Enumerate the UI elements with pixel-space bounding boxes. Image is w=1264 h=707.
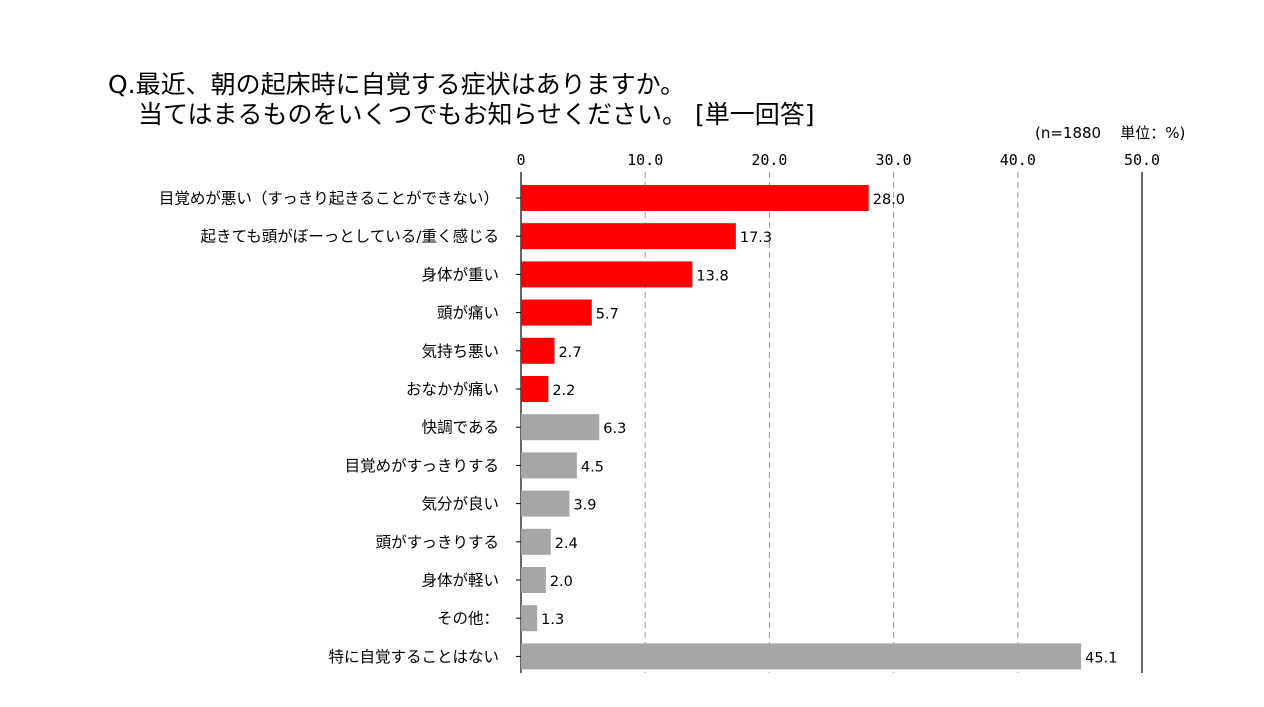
value-label-8: 3.9 xyxy=(573,498,596,514)
value-label-11: 1.3 xyxy=(541,612,564,628)
category-label-10: 身体が軽い xyxy=(421,572,499,590)
bar-6 xyxy=(521,414,600,441)
bar-5 xyxy=(521,376,549,402)
bar-7 xyxy=(521,452,577,479)
x-tick-label-0: 0 xyxy=(516,151,525,169)
bar-4 xyxy=(521,337,555,364)
unit-note: 単位：%) xyxy=(1120,124,1186,142)
value-label-10: 2.0 xyxy=(550,574,573,590)
value-label-12: 45.1 xyxy=(1085,650,1117,666)
sample-size-note: (n=1880 xyxy=(1035,124,1102,142)
category-label-4: 気持ち悪い xyxy=(421,342,499,360)
value-label-7: 4.5 xyxy=(581,459,604,475)
category-label-5: おなかが痛い xyxy=(406,381,499,399)
value-label-3: 5.7 xyxy=(596,307,619,323)
x-tick-label-4: 40.0 xyxy=(1000,151,1036,169)
x-tick-label-5: 50.0 xyxy=(1124,151,1160,169)
category-label-1: 起きても頭がぼーっとしている/重く感じる xyxy=(201,228,499,246)
value-label-4: 2.7 xyxy=(559,345,582,361)
value-label-6: 6.3 xyxy=(603,421,626,437)
x-tick-label-2: 20.0 xyxy=(751,151,787,169)
x-tick-label-3: 30.0 xyxy=(876,151,912,169)
chart-title-line2: 当てはまるものをいくつでもお知らせください。 [単一回答] xyxy=(138,100,815,129)
category-label-9: 頭がすっきりする xyxy=(376,533,499,551)
category-label-12: 特に自覚することはない xyxy=(328,648,499,666)
chart-title-line1: Q.最近、朝の起床時に自覚する症状はありますか。 xyxy=(108,70,686,99)
category-label-11: その他： xyxy=(437,610,499,628)
value-label-5: 2.2 xyxy=(552,383,575,399)
category-label-6: 快調である xyxy=(422,419,499,437)
value-label-2: 13.8 xyxy=(696,268,728,284)
bar-10 xyxy=(521,567,546,593)
bar-11 xyxy=(521,605,538,632)
bar-3 xyxy=(521,299,592,326)
bar-12 xyxy=(521,643,1082,670)
chart-meta: (n=1880 単位：%) xyxy=(1035,122,1185,143)
bar-9 xyxy=(521,528,551,555)
category-label-2: 身体が重い xyxy=(421,266,499,284)
category-label-0: 目覚めが悪い（すっきり起きることができない） xyxy=(159,190,499,208)
category-label-8: 気分が良い xyxy=(421,495,499,513)
bar-2 xyxy=(521,261,693,288)
value-label-0: 28.0 xyxy=(873,192,905,208)
category-label-3: 頭が痛い xyxy=(437,304,499,322)
value-label-9: 2.4 xyxy=(555,536,578,552)
x-tick-label-1: 10.0 xyxy=(627,151,663,169)
bar-8 xyxy=(521,490,570,517)
category-label-7: 目覚めがすっきりする xyxy=(345,457,499,475)
bar-0 xyxy=(521,185,869,211)
chart-title: Q.最近、朝の起床時に自覚する症状はありますか。 当てはまるものをいくつでもお知ら… xyxy=(108,70,814,130)
value-label-1: 17.3 xyxy=(740,230,772,246)
bar-1 xyxy=(521,223,736,250)
